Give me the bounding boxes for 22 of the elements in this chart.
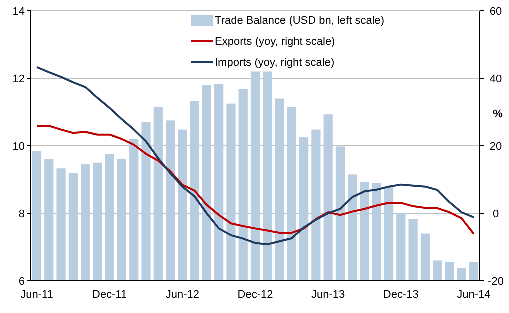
x-tick-label: Dec-12 xyxy=(238,289,274,301)
x-tick-label: Jun-11 xyxy=(20,289,54,301)
y-tick-label: 12 xyxy=(12,73,25,86)
legend-label: Trade Balance (USD bn, left scale) xyxy=(215,14,385,27)
y-tick-label: 14 xyxy=(12,6,25,18)
x-tick-label: Dec-11 xyxy=(92,289,128,301)
y2-tick-label: 20 xyxy=(490,140,502,153)
y-tick-label: 8 xyxy=(18,208,25,220)
y-tick-label: 10 xyxy=(12,140,25,153)
legend-label: Imports (yoy, right scale) xyxy=(215,56,335,69)
x-tick-label: Dec-13 xyxy=(383,289,419,301)
x-tick-label: Jun-14 xyxy=(457,289,491,301)
x-tick-label: Jun-13 xyxy=(312,289,346,301)
line-series xyxy=(36,125,475,236)
y2-tick-label: 60 xyxy=(490,6,502,18)
y2-tick-label: -20 xyxy=(488,276,504,288)
legend-label: Exports (yoy, right scale) xyxy=(215,36,336,48)
y2-axis-title: % xyxy=(493,108,504,120)
x-tick-label: Jun-12 xyxy=(166,289,200,301)
y2-tick-label: 0 xyxy=(492,208,500,220)
y-tick-label: 6 xyxy=(18,276,25,288)
y2-tick-label: 40 xyxy=(490,73,502,86)
